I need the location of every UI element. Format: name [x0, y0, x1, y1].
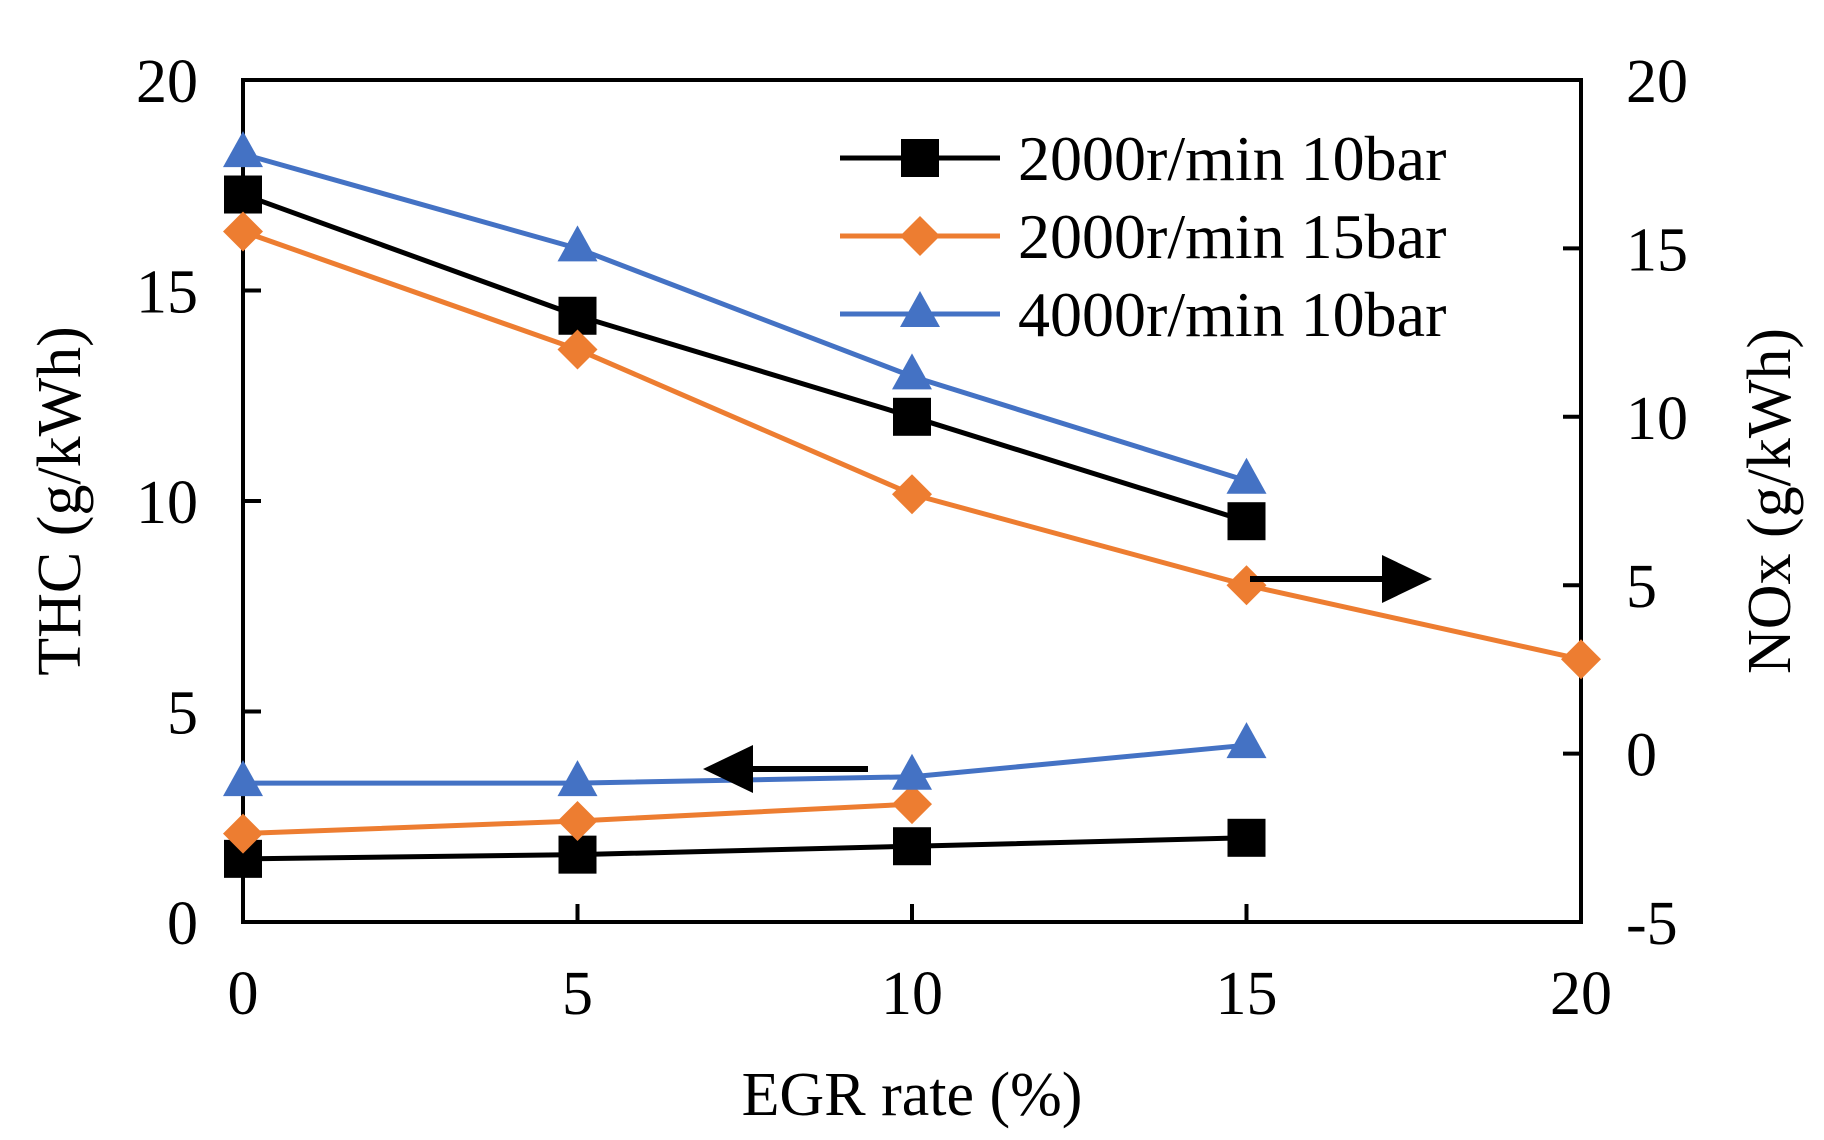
left-axis-ticks: 0 5 10 15 20 [136, 48, 261, 958]
thc-2000r-min-10bar-line [242, 835, 1247, 862]
thc-2000r-min-10bar-point [1227, 818, 1266, 857]
nox-2000r-min-10bar-point [893, 397, 931, 436]
nox-arrow-head [1382, 555, 1432, 603]
x-axis-title: EGR rate (%) [742, 1061, 1083, 1129]
thc-4000r-min-10bar-point [223, 760, 263, 797]
thc-2000r-min-15bar-point [892, 784, 932, 825]
right-axis-ticks: -5 0 5 10 15 20 [1563, 48, 1688, 958]
right-tick-label: 10 [1626, 385, 1688, 453]
series-layer [223, 131, 1601, 878]
legend-label: 4000r/min 10bar [1018, 279, 1446, 350]
right-tick-label: 5 [1626, 553, 1657, 621]
nox-2000r-min-10bar-point [1227, 502, 1266, 541]
thc-arrow [703, 745, 868, 793]
right-tick-label: 20 [1626, 48, 1688, 116]
x-tick-label: 5 [562, 960, 593, 1028]
legend-item-2000r-min-15bar: 2000r/min 15bar [840, 201, 1446, 272]
nox-4000r-min-10bar-line [242, 151, 1248, 484]
thc-2000r-min-15bar-point [223, 813, 263, 854]
nox-2000r-min-15bar-point [557, 329, 598, 370]
nox-2000r-min-10bar-point [224, 175, 262, 214]
legend-item-2000r-min-10bar: 2000r/min 10bar [840, 123, 1446, 194]
left-tick-label: 5 [167, 680, 198, 748]
left-tick-label: 10 [136, 469, 198, 537]
legend-marker [900, 216, 940, 256]
nox-2000r-min-15bar-point [223, 211, 263, 252]
x-axis-ticks: 0 5 10 15 20 [228, 904, 1612, 1028]
nox-2000r-min-15bar-point [892, 474, 932, 515]
legend-label: 2000r/min 10bar [1018, 123, 1446, 194]
left-tick-label: 20 [136, 48, 198, 116]
legend-marker [901, 139, 939, 177]
nox-2000r-min-10bar-series [224, 175, 1266, 541]
thc-arrow-head [703, 745, 753, 793]
thc-4000r-min-10bar-point [1226, 722, 1267, 759]
x-tick-label: 20 [1550, 960, 1612, 1028]
thc-2000r-min-10bar-series [224, 818, 1266, 878]
nox-2000r-min-15bar-series [223, 211, 1601, 680]
nox-arrow [1250, 555, 1432, 603]
right-axis-title: NOx (g/kWh) [1736, 328, 1804, 674]
thc-2000r-min-10bar-point [558, 835, 597, 874]
thc-4000r-min-10bar-point [892, 753, 932, 790]
x-tick-label: 10 [881, 960, 943, 1028]
thc-4000r-min-10bar-point [557, 760, 598, 797]
nox-2000r-min-10bar-line [242, 192, 1248, 524]
nox-2000r-min-15bar-point [1561, 639, 1601, 680]
legend-item-4000r-min-10bar: 4000r/min 10bar [840, 279, 1446, 350]
nox-2000r-min-10bar-point [558, 296, 597, 335]
legend-label: 2000r/min 15bar [1018, 201, 1446, 272]
thc-2000r-min-10bar-point [893, 827, 931, 866]
right-tick-label: 15 [1626, 216, 1688, 284]
nox-2000r-min-15bar-point [1226, 565, 1267, 606]
x-tick-label: 0 [228, 960, 259, 1028]
left-tick-label: 15 [136, 259, 198, 327]
thc-2000r-min-15bar-point [557, 800, 598, 841]
x-tick-label: 15 [1216, 960, 1278, 1028]
nox-4000r-min-10bar-series [223, 131, 1267, 494]
nox-4000r-min-10bar-point [223, 131, 263, 168]
left-tick-label: 0 [167, 890, 198, 958]
thc-2000r-min-15bar-series [223, 784, 932, 854]
nox-4000r-min-10bar-point [557, 225, 598, 262]
nox-4000r-min-10bar-point [892, 353, 932, 390]
legend-marker [900, 291, 940, 327]
right-tick-label: -5 [1626, 890, 1678, 958]
left-axis-title: THC (g/kWh) [26, 326, 94, 676]
right-tick-label: 0 [1626, 722, 1657, 790]
nox-4000r-min-10bar-point [1226, 457, 1267, 494]
